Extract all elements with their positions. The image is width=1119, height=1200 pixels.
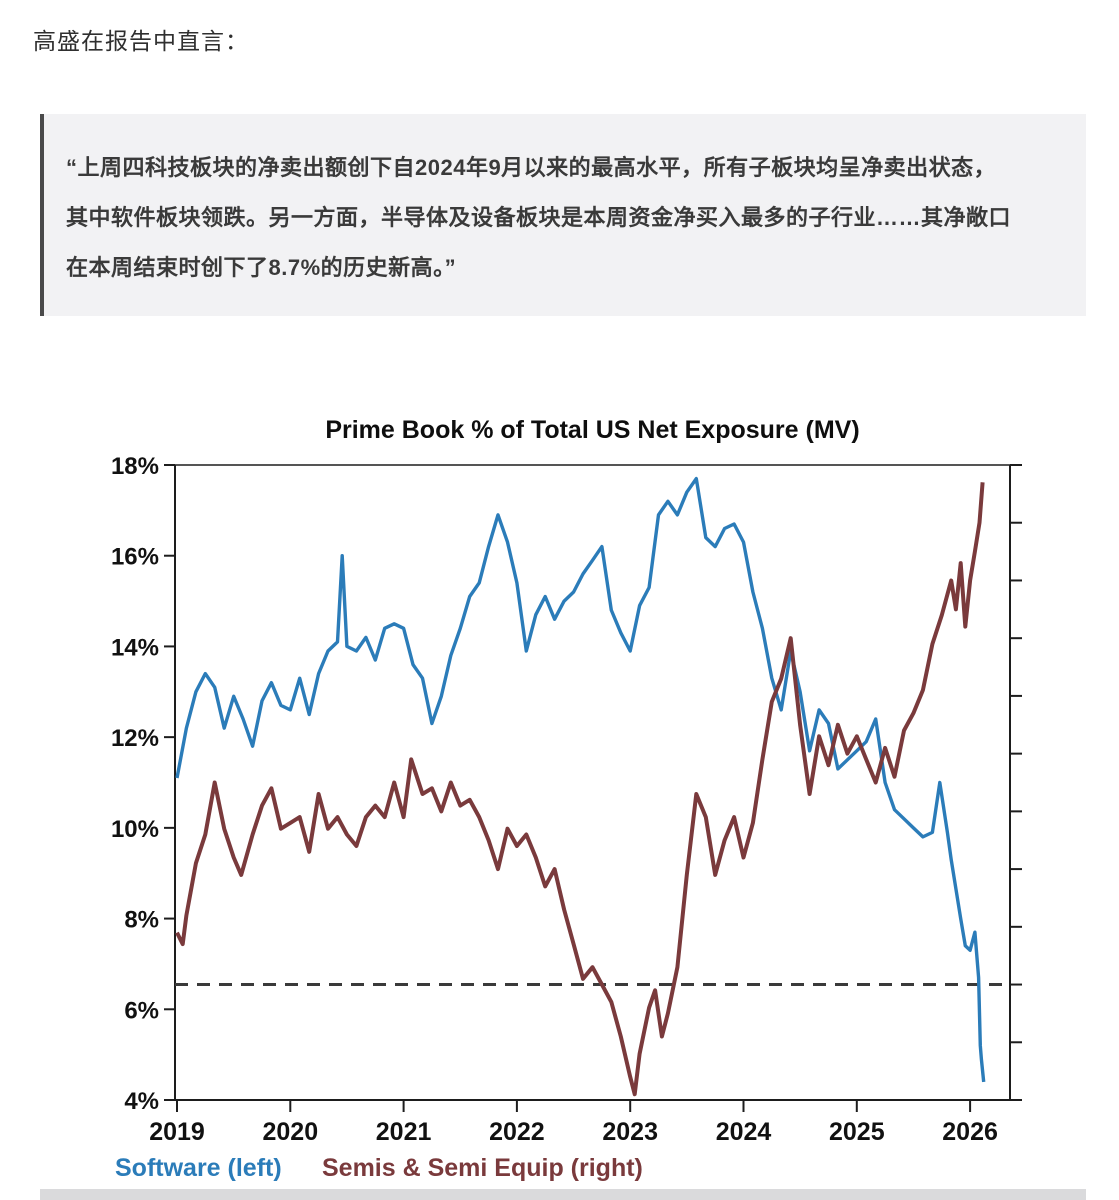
quote-line-3: 在本周结束时创下了8.7%的历史新高。” xyxy=(66,255,457,280)
report-quote: “上周四科技板块的净卖出额创下自2024年9月以来的最高水平，所有子板块均呈净卖… xyxy=(40,114,1086,316)
left-axis-label: 6% xyxy=(124,997,159,1024)
left-axis-label: 12% xyxy=(111,725,159,752)
exposure-chart: Prime Book % of Total US Net Exposure (M… xyxy=(111,416,1022,1182)
x-axis-label: 2019 xyxy=(149,1118,205,1146)
legend-label-1: Semis & Semi Equip (right) xyxy=(322,1154,643,1182)
legend-label-0: Software (left) xyxy=(115,1154,282,1182)
left-axis-label: 16% xyxy=(111,544,159,571)
x-axis-label: 2024 xyxy=(716,1118,772,1146)
series-line-0 xyxy=(175,476,986,1083)
left-axis-label: 4% xyxy=(124,1088,159,1115)
x-axis-label: 2020 xyxy=(262,1118,318,1146)
x-axis-label: 2026 xyxy=(942,1118,998,1146)
left-axis-label: 8% xyxy=(124,907,159,934)
x-axis-label: 2022 xyxy=(489,1118,545,1146)
left-axis-label: 14% xyxy=(111,634,159,661)
series-line-1 xyxy=(175,482,985,1097)
x-axis-label: 2021 xyxy=(376,1118,432,1146)
x-axis-label: 2023 xyxy=(602,1118,658,1146)
intro-paragraph: 高盛在报告中直言： xyxy=(33,28,249,54)
next-section-strip xyxy=(40,1189,1086,1200)
x-axis-label: 2025 xyxy=(829,1118,885,1146)
chart-figure: Prime Book % of Total US Net Exposure (M… xyxy=(97,408,1022,1190)
quote-line-1: “上周四科技板块的净卖出额创下自2024年9月以来的最高水平，所有子板块均呈净卖… xyxy=(66,155,997,180)
quote-line-2: 其中软件板块领跌。另一方面，半导体及设备板块是本周资金净买入最多的子行业……其净… xyxy=(66,205,1012,230)
left-axis-label: 10% xyxy=(111,816,159,843)
chart-title: Prime Book % of Total US Net Exposure (M… xyxy=(325,416,859,444)
left-axis-label: 18% xyxy=(111,453,159,480)
